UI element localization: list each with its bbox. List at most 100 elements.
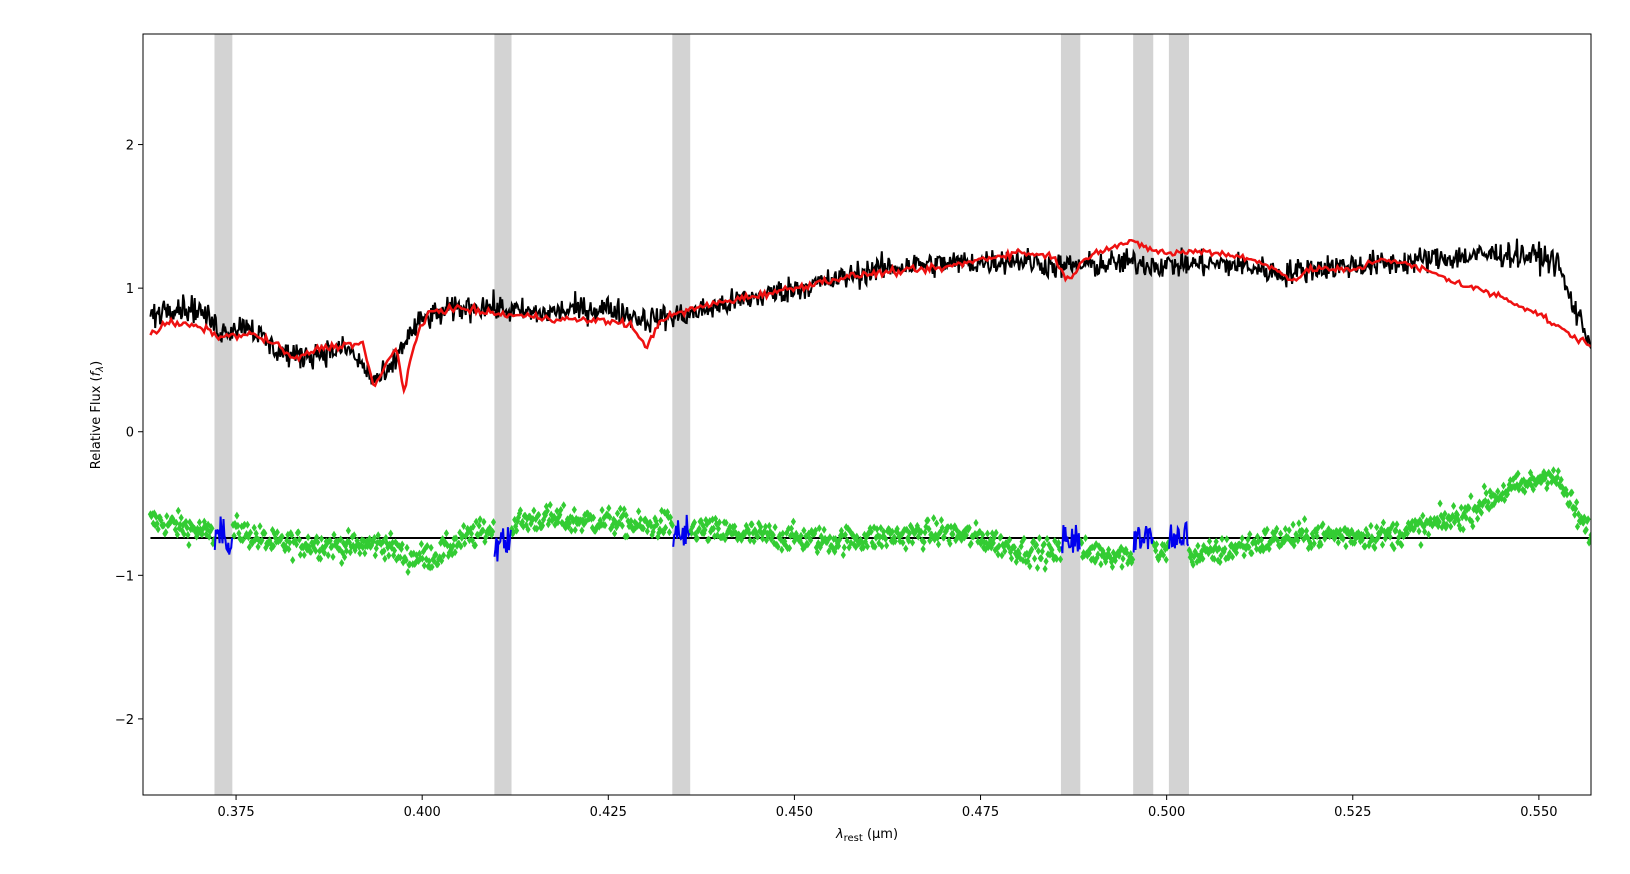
residual-point xyxy=(1583,525,1589,534)
residual-point xyxy=(644,527,650,536)
residual-point xyxy=(431,556,437,565)
residual-point xyxy=(268,539,274,548)
residual-point xyxy=(399,540,405,549)
masked-region-band xyxy=(494,34,512,795)
residual-point xyxy=(1448,522,1454,531)
residual-point xyxy=(1255,537,1262,546)
residual-point xyxy=(453,534,459,543)
residual-point xyxy=(1042,564,1048,573)
residual-point xyxy=(1056,538,1062,547)
residual-point xyxy=(312,537,318,546)
residual-point xyxy=(309,538,315,547)
residual-point xyxy=(1437,499,1443,508)
masked-residual-line xyxy=(1132,525,1154,553)
residual-point xyxy=(242,520,248,529)
residual-point xyxy=(334,542,340,551)
residual-point xyxy=(490,518,497,527)
y-tick-label: −1 xyxy=(115,569,134,584)
residual-point xyxy=(1254,545,1260,553)
residual-point xyxy=(1466,503,1472,512)
residual-point xyxy=(421,561,427,570)
residual-point xyxy=(1587,535,1591,544)
residual-point xyxy=(462,539,468,548)
residual-point xyxy=(1440,514,1446,523)
residual-point xyxy=(968,539,974,548)
residual-point xyxy=(1031,537,1037,546)
residual-point xyxy=(1211,555,1217,563)
residual-point xyxy=(938,516,944,525)
residual-point xyxy=(289,531,295,540)
residual-point xyxy=(313,546,319,555)
residual-point xyxy=(707,517,713,525)
residual-point xyxy=(284,536,290,545)
residual-point xyxy=(760,534,766,543)
residual-point xyxy=(927,536,933,545)
residual-point xyxy=(1399,541,1405,550)
residual-point xyxy=(640,524,646,533)
residual-point xyxy=(1244,542,1250,550)
residual-point xyxy=(423,555,429,564)
residual-point xyxy=(1254,532,1261,541)
residual-point xyxy=(480,526,486,535)
residual-point xyxy=(808,536,814,545)
residual-point xyxy=(1404,529,1410,538)
residual-point xyxy=(460,532,466,540)
residual-point xyxy=(424,542,430,550)
residual-point xyxy=(830,544,836,553)
residual-point xyxy=(637,521,643,530)
residual-point xyxy=(1390,520,1396,529)
residual-point xyxy=(1163,555,1169,564)
residual-point xyxy=(990,539,996,547)
y-axis-title-main: Relative Flux ( xyxy=(89,376,104,469)
residual-point xyxy=(833,535,839,544)
residual-point xyxy=(1302,515,1308,524)
residual-point xyxy=(1451,518,1458,527)
residual-point xyxy=(618,513,624,522)
residual-point xyxy=(963,531,969,540)
residual-point xyxy=(1343,542,1349,551)
residual-point xyxy=(391,546,398,555)
residual-point xyxy=(301,551,307,559)
y-tick-label: 1 xyxy=(126,282,134,297)
residual-point xyxy=(772,523,778,532)
y-axis-title-f: f xyxy=(89,369,104,376)
residual-point xyxy=(209,524,215,533)
residual-point xyxy=(1295,536,1301,545)
residual-point xyxy=(1195,541,1201,550)
residual-point xyxy=(1249,549,1255,558)
residual-point xyxy=(317,554,324,563)
residual-point xyxy=(1452,514,1459,522)
residual-point xyxy=(780,529,786,538)
residual-point xyxy=(900,538,906,547)
residual-point xyxy=(1094,553,1100,562)
residual-point xyxy=(1451,502,1457,510)
residual-point xyxy=(183,517,189,526)
residual-point xyxy=(570,517,576,526)
residual-point xyxy=(378,540,384,548)
residual-point xyxy=(513,522,519,531)
residual-point xyxy=(1485,498,1491,507)
residual-point xyxy=(715,524,721,533)
residual-point xyxy=(1567,499,1573,508)
residual-point xyxy=(196,518,203,527)
residual-point xyxy=(1258,535,1264,544)
residual-point xyxy=(1514,481,1520,490)
residual-points xyxy=(147,466,1591,576)
residual-point xyxy=(822,534,828,543)
residual-point xyxy=(612,529,618,538)
residual-point xyxy=(476,521,482,530)
residual-point xyxy=(161,521,167,530)
masked-residual-line xyxy=(672,514,691,547)
residual-point xyxy=(403,556,409,565)
residual-point xyxy=(270,542,277,551)
residual-point xyxy=(1458,503,1464,512)
residual-point xyxy=(1224,535,1230,544)
residual-point xyxy=(756,519,762,528)
residual-point xyxy=(1427,515,1434,524)
residual-point xyxy=(1039,547,1045,556)
residual-point xyxy=(366,539,372,548)
residual-point xyxy=(1545,479,1551,488)
residual-point xyxy=(317,547,323,555)
residual-point xyxy=(1539,477,1545,485)
residual-point xyxy=(920,545,926,553)
